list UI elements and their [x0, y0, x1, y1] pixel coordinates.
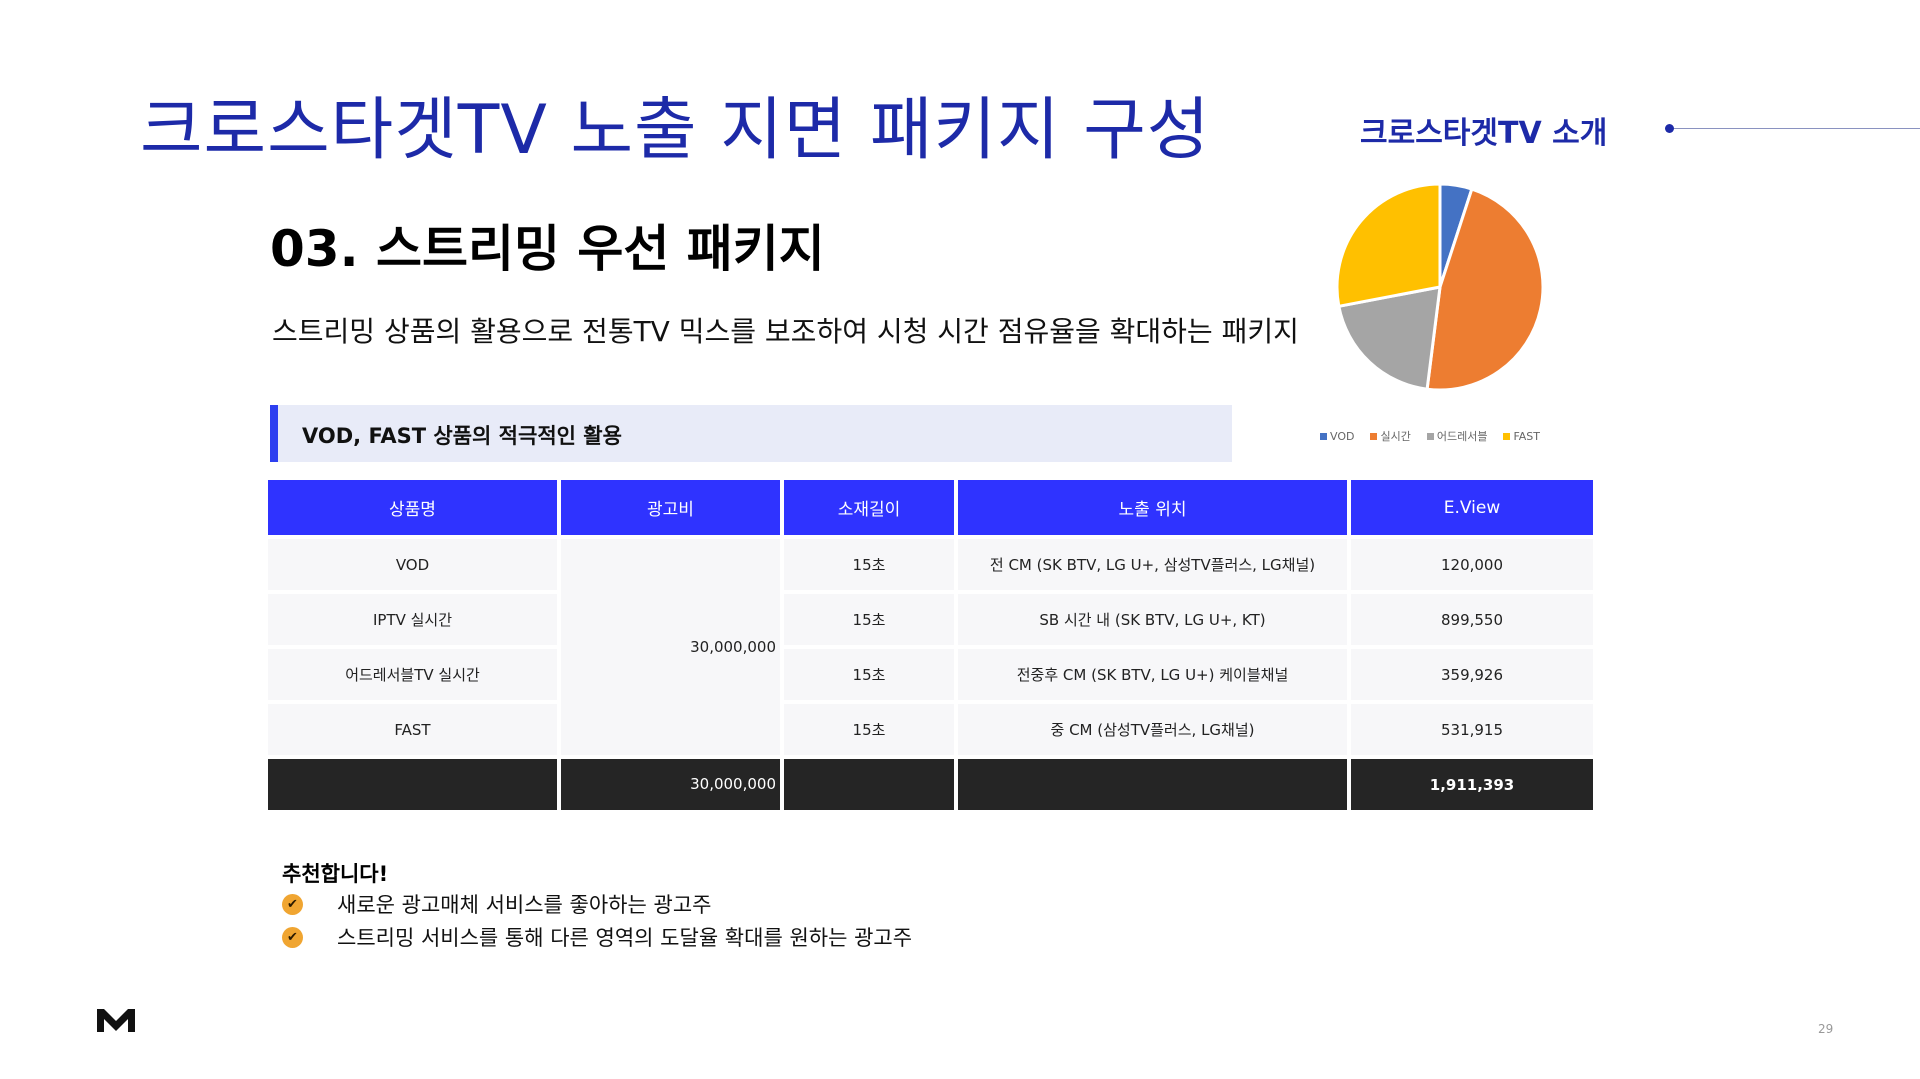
recommend-item: ✔ 스트리밍 서비스를 통해 다른 영역의 도달율 확대를 원하는 광고주 [282, 922, 912, 952]
check-icon: ✔ [282, 893, 303, 915]
header-cost: 광고비 [561, 480, 780, 535]
side-title-line [1674, 128, 1920, 129]
legend-item: FAST [1503, 428, 1540, 444]
total-eview: 1,911,393 [1351, 759, 1593, 810]
recommend-item-text: 새로운 광고매체 서비스를 좋아하는 광고주 [337, 893, 712, 917]
merged-cost: 30,000,000 [561, 539, 780, 755]
check-icon: ✔ [282, 926, 303, 948]
legend-item: VOD [1320, 428, 1354, 444]
chart-legend: VOD 실시간 어드레서블 FAST [1320, 428, 1540, 444]
recommend-item-text: 스트리밍 서비스를 통해 다른 영역의 도달율 확대를 원하는 광고주 [337, 926, 913, 950]
header-eview: E.View [1351, 480, 1593, 535]
total-cost: 30,000,000 [561, 759, 780, 810]
total-position [958, 759, 1347, 810]
row-iptv-eview: 899,550 [1351, 594, 1593, 645]
side-title: 크로스타겟TV 소개 [1360, 116, 1608, 151]
recommend-item: ✔ 새로운 광고매체 서비스를 좋아하는 광고주 [282, 889, 711, 919]
pie-chart [1335, 182, 1545, 392]
row-vod-position: 전 CM (SK BTV, LG U+, 삼성TV플러스, LG채널) [958, 539, 1347, 590]
total-label [268, 759, 557, 810]
legend-swatch [1370, 432, 1378, 440]
legend-swatch [1426, 432, 1434, 440]
row-iptv-position: SB 시간 내 (SK BTV, LG U+, KT) [958, 594, 1347, 645]
row-vod-name: VOD [268, 539, 557, 590]
legend-label: 어드레서블 [1436, 430, 1488, 443]
pie-slice-3 [1335, 182, 1442, 309]
header-length: 소재길이 [784, 480, 954, 535]
banner-text: VOD, FAST 상품의 적극적인 활용 [302, 424, 622, 448]
legend-item: 실시간 [1370, 428, 1411, 444]
row-fast-eview: 531,915 [1351, 704, 1593, 755]
subtitle: 스트리밍 상품의 활용으로 전통TV 믹스를 보조하여 시청 시간 점유율을 확… [272, 315, 1299, 348]
header-product: 상품명 [268, 480, 557, 535]
page-number: 29 [1818, 1022, 1834, 1036]
legend-swatch [1320, 432, 1327, 440]
section-title: 03. 스트리밍 우선 패키지 [270, 220, 825, 278]
recommend-title: 추천합니다! [282, 862, 389, 886]
row-vod-eview: 120,000 [1351, 539, 1593, 590]
row-fast-position: 중 CM (삼성TV플러스, LG채널) [958, 704, 1347, 755]
side-title-dot [1665, 124, 1674, 133]
row-fast-length: 15초 [784, 704, 954, 755]
row-addressable-length: 15초 [784, 649, 954, 700]
page-title: 크로스타겟TV 노출 지면 패키지 구성 [140, 91, 1211, 170]
row-addressable-position: 전중후 CM (SK BTV, LG U+) 케이블채널 [958, 649, 1347, 700]
legend-swatch [1503, 432, 1511, 440]
legend-label: FAST [1513, 429, 1540, 443]
row-addressable-name: 어드레서블TV 실시간 [268, 649, 557, 700]
legend-label: VOD [1330, 429, 1355, 443]
row-iptv-length: 15초 [784, 594, 954, 645]
row-vod-length: 15초 [784, 539, 954, 590]
row-iptv-name: IPTV 실시간 [268, 594, 557, 645]
company-logo [97, 1009, 135, 1032]
package-table: 상품명 광고비 소재길이 노출 위치 E.View VOD 15초 전 CM (… [268, 480, 1593, 810]
legend-item: 어드레서블 [1426, 428, 1488, 444]
pie-slice-1 [1425, 187, 1545, 392]
banner: VOD, FAST 상품의 적극적인 활용 [270, 405, 1232, 462]
pie-slice-2 [1337, 285, 1442, 391]
row-fast-name: FAST [268, 704, 557, 755]
row-addressable-eview: 359,926 [1351, 649, 1593, 700]
legend-label: 실시간 [1380, 430, 1411, 443]
total-length [784, 759, 954, 810]
header-position: 노출 위치 [958, 480, 1347, 535]
